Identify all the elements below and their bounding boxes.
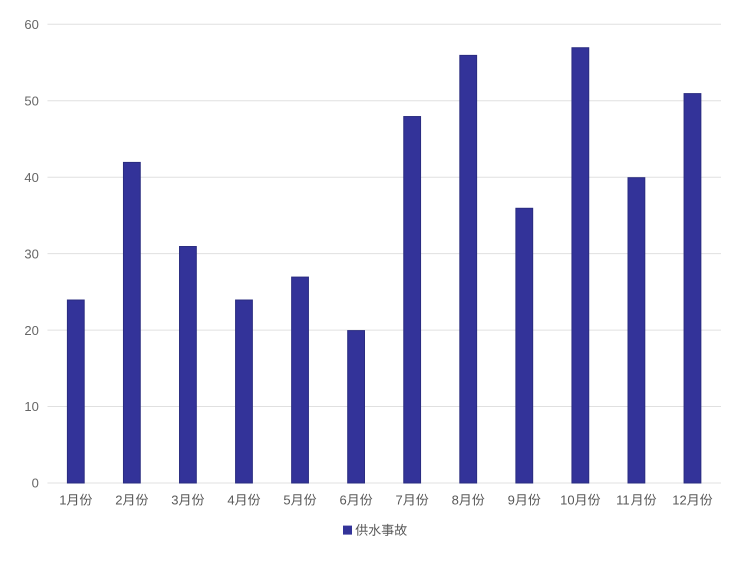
svg-text:2: 2 xyxy=(115,493,122,508)
svg-text:10: 10 xyxy=(560,493,574,508)
svg-text:8: 8 xyxy=(452,493,459,508)
svg-text:1: 1 xyxy=(59,493,66,508)
svg-text:4: 4 xyxy=(227,493,234,508)
svg-text:9: 9 xyxy=(508,493,515,508)
svg-text:3: 3 xyxy=(171,493,178,508)
svg-text:20: 20 xyxy=(24,323,38,338)
svg-text:50: 50 xyxy=(24,93,38,108)
svg-text:6: 6 xyxy=(339,493,346,508)
svg-text:30: 30 xyxy=(24,246,38,261)
svg-text:5: 5 xyxy=(283,493,290,508)
svg-text:60: 60 xyxy=(24,17,38,32)
svg-text:0: 0 xyxy=(32,476,39,491)
svg-text:7: 7 xyxy=(396,493,403,508)
svg-text:12: 12 xyxy=(672,493,686,508)
svg-text:40: 40 xyxy=(24,170,38,185)
svg-text:11: 11 xyxy=(616,493,630,508)
svg-text:10: 10 xyxy=(24,399,38,414)
